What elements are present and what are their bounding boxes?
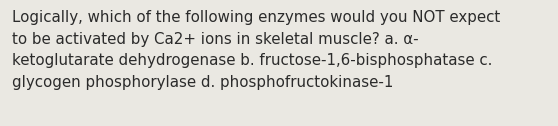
Text: Logically, which of the following enzymes would you NOT expect
to be activated b: Logically, which of the following enzyme…	[12, 10, 501, 90]
